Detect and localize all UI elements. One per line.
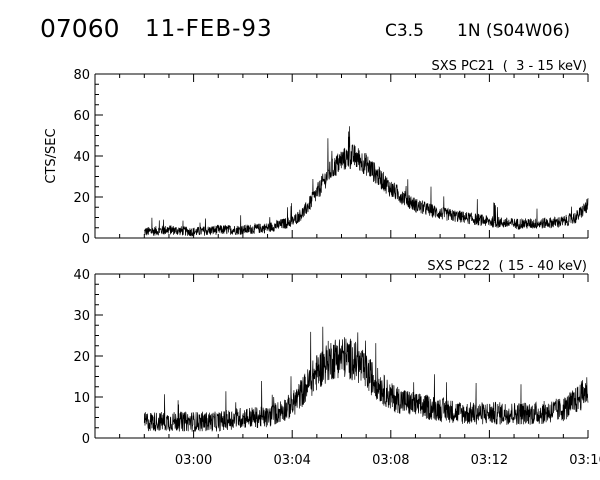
goes-class: C3.5	[385, 21, 424, 41]
y-tick-label: 0	[82, 232, 90, 247]
y-axis-label: CTS/SEC	[44, 128, 59, 183]
event-number: 07060	[40, 14, 120, 43]
y-tick-label: 40	[73, 150, 90, 165]
series-line-2-1	[143, 326, 589, 432]
y-tick-label: 0	[82, 432, 90, 447]
x-tick-label: 03:16	[569, 453, 600, 468]
x-tick-label: 03:04	[273, 453, 310, 468]
y-tick-label: 10	[73, 391, 90, 406]
panel-title: SXS PC22 ( 15 - 40 keV)	[427, 259, 587, 274]
x-tick-label: 03:08	[372, 453, 409, 468]
x-tick-label: 03:00	[175, 453, 212, 468]
event-date: 11-FEB-93	[145, 16, 273, 42]
y-tick-label: 60	[73, 109, 90, 124]
y-tick-label: 20	[73, 350, 90, 365]
series-line-1-1	[144, 126, 589, 237]
y-tick-label: 20	[73, 191, 90, 206]
y-tick-label: 40	[73, 268, 90, 283]
panel-title: SXS PC21 ( 3 - 15 keV)	[431, 59, 587, 74]
flare-location: 1N (S04W06)	[457, 21, 571, 41]
x-tick-label: 03:12	[471, 453, 508, 468]
y-tick-label: 30	[73, 309, 90, 324]
y-tick-label: 80	[73, 68, 90, 83]
